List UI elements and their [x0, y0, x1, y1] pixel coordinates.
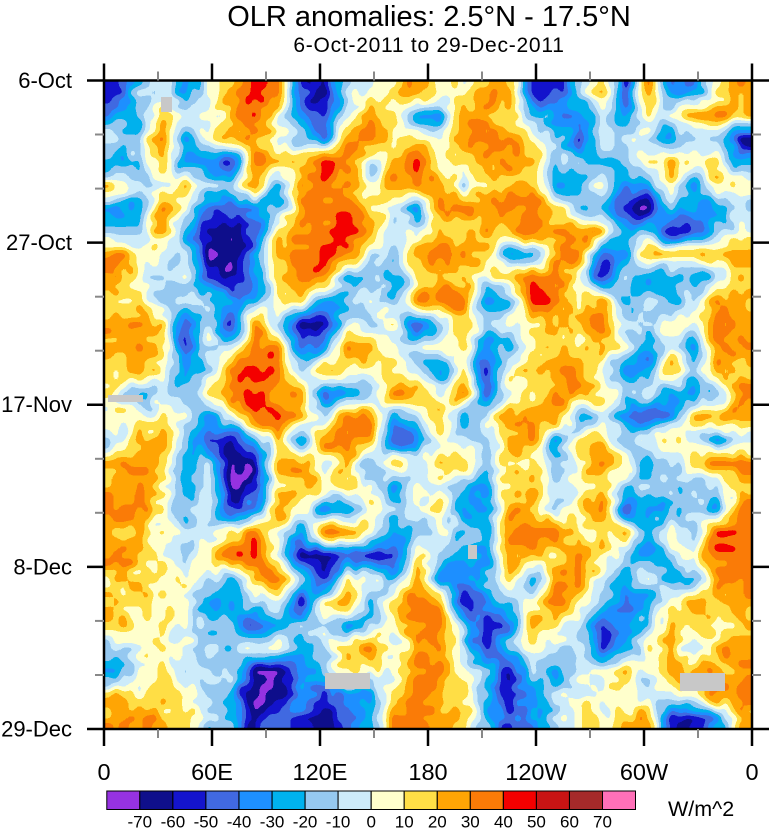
svg-text:6-Oct-2011 to 29-Dec-2011: 6-Oct-2011 to 29-Dec-2011: [293, 34, 564, 57]
svg-text:27-Oct: 27-Oct: [6, 230, 72, 255]
svg-text:0: 0: [97, 759, 110, 785]
svg-text:17-Nov: 17-Nov: [1, 392, 72, 417]
svg-text:6-Oct: 6-Oct: [18, 68, 72, 93]
svg-text:-60: -60: [161, 813, 186, 830]
svg-text:0: 0: [745, 759, 758, 785]
svg-text:70: 70: [593, 813, 612, 830]
svg-text:10: 10: [395, 813, 414, 830]
svg-text:60E: 60E: [191, 759, 233, 785]
svg-text:50: 50: [527, 813, 546, 830]
svg-text:60W: 60W: [620, 759, 669, 785]
svg-text:120W: 120W: [505, 759, 567, 785]
svg-text:-20: -20: [293, 813, 318, 830]
svg-text:180: 180: [408, 759, 447, 785]
svg-text:29-Dec: 29-Dec: [1, 717, 72, 742]
svg-text:0: 0: [366, 813, 375, 830]
svg-text:-10: -10: [326, 813, 351, 830]
svg-text:60: 60: [560, 813, 579, 830]
svg-text:120E: 120E: [293, 759, 348, 785]
svg-text:W/m^2: W/m^2: [668, 797, 734, 821]
svg-text:-30: -30: [260, 813, 285, 830]
svg-text:-70: -70: [128, 813, 153, 830]
svg-text:-40: -40: [227, 813, 252, 830]
svg-text:-50: -50: [194, 813, 219, 830]
svg-text:20: 20: [428, 813, 447, 830]
svg-text:40: 40: [494, 813, 513, 830]
svg-text:8-Dec: 8-Dec: [13, 554, 72, 579]
svg-text:OLR anomalies: 2.5°N - 17.5°N: OLR anomalies: 2.5°N - 17.5°N: [227, 1, 631, 33]
svg-text:30: 30: [461, 813, 480, 830]
